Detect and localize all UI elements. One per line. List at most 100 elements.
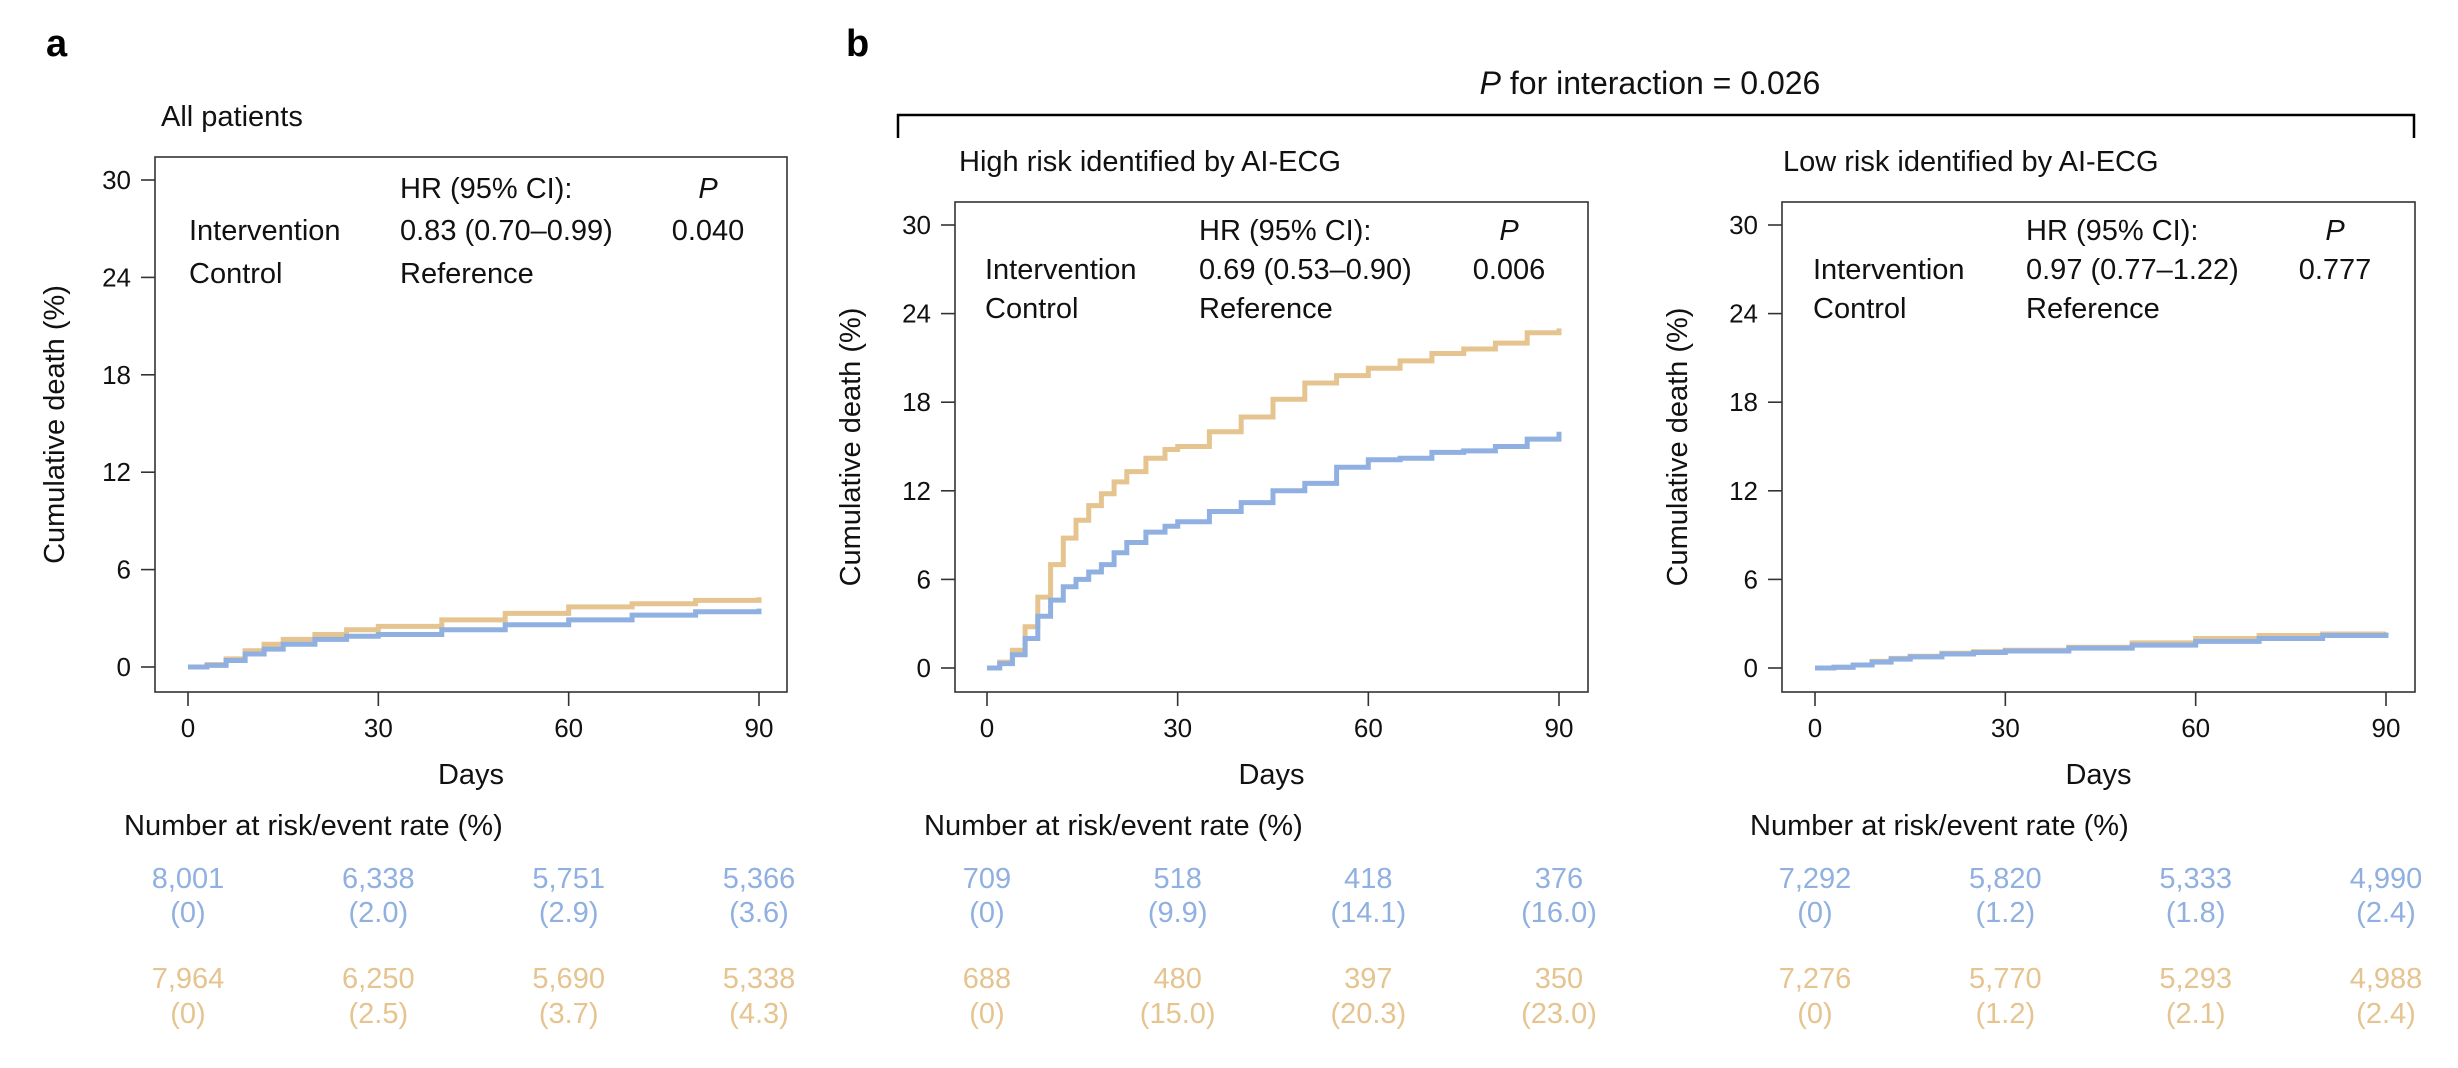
risk-n-control: 350 [1535, 963, 1583, 995]
legend-hr-value: Reference [2026, 293, 2160, 325]
legend-p-value: 0.777 [2299, 254, 2372, 286]
plot-frame [954, 201, 1589, 693]
risk-n-intervention: 7,292 [1779, 863, 1852, 895]
legend-hr-value: 0.83 (0.70–0.99) [400, 215, 613, 247]
x-tick-label: 90 [745, 713, 774, 743]
legend-hr-header: HR (95% CI): [400, 173, 572, 205]
risk-rate-intervention: (16.0) [1521, 897, 1597, 929]
risk-rate-control: (2.5) [349, 998, 409, 1030]
risk-n-intervention: 518 [1153, 863, 1201, 895]
x-tick-label: 60 [1354, 713, 1383, 743]
risk-n-intervention: 5,751 [532, 863, 605, 895]
risk-n-intervention: 6,338 [342, 863, 415, 895]
legend-p-value: 0.006 [1473, 254, 1546, 286]
risk-rate-intervention: (0) [170, 897, 205, 929]
risk-n-intervention: 5,366 [723, 863, 796, 895]
risk-table-header: Number at risk/event rate (%) [124, 810, 503, 842]
risk-rate-intervention: (1.2) [1976, 897, 2036, 929]
legend-hr-header: HR (95% CI): [1199, 215, 1371, 247]
risk-n-intervention: 5,333 [2159, 863, 2232, 895]
panel-all: All patients 0 6 12 18 24 30 0 30 60 90 Days Cumulat… [39, 101, 795, 1030]
risk-n-control: 5,293 [2159, 963, 2232, 995]
risk-rate-control: (15.0) [1140, 998, 1216, 1030]
legend-series-name: Control [1813, 293, 1907, 325]
legend-p-header: P [1499, 215, 1519, 247]
km-curve-intervention [987, 431, 1562, 671]
risk-rate-intervention: (1.8) [2166, 897, 2226, 929]
risk-n-control: 688 [963, 963, 1011, 995]
x-tick-label: 0 [1808, 713, 1822, 743]
risk-rate-intervention: (3.6) [729, 897, 789, 929]
risk-n-control: 5,338 [723, 963, 796, 995]
legend-p-header: P [2325, 215, 2345, 247]
panel-high: High risk identified by AI-ECG 0 6 12 18 24 30… [835, 146, 1597, 1030]
x-tick-label: 30 [1163, 713, 1192, 743]
risk-n-intervention: 4,990 [2350, 863, 2423, 895]
risk-rate-intervention: (2.4) [2356, 897, 2416, 929]
risk-rate-intervention: (2.0) [349, 897, 409, 929]
legend-series-name: Control [985, 293, 1079, 325]
interaction-bracket [896, 113, 2416, 138]
risk-n-intervention: 5,820 [1969, 863, 2042, 895]
legend-p-header: P [698, 173, 718, 205]
y-tick-label: 6 [917, 564, 931, 594]
y-tick-label: 30 [1729, 210, 1758, 240]
y-tick-label: 0 [117, 652, 131, 682]
legend-series-name: Intervention [1813, 254, 1965, 286]
risk-n-intervention: 376 [1535, 863, 1583, 895]
legend-series-name: Control [189, 258, 283, 290]
legend-hr-value: Reference [1199, 293, 1333, 325]
interaction-p-symbol: P [1480, 65, 1502, 101]
legend-hr-value: 0.69 (0.53–0.90) [1199, 254, 1412, 286]
risk-n-control: 4,988 [2350, 963, 2423, 995]
y-tick-label: 18 [1729, 387, 1758, 417]
y-tick-label: 24 [102, 262, 131, 292]
risk-rate-control: (0) [1797, 998, 1832, 1030]
risk-rate-intervention: (14.1) [1330, 897, 1406, 929]
risk-rate-control: (0) [969, 998, 1004, 1030]
legend-hr-value: 0.97 (0.77–1.22) [2026, 254, 2239, 286]
risk-n-control: 5,770 [1969, 963, 2042, 995]
x-axis-label: Days [2065, 759, 2131, 791]
risk-n-intervention: 8,001 [152, 863, 225, 895]
x-tick-label: 0 [181, 713, 195, 743]
risk-rate-control: (3.7) [539, 998, 599, 1030]
risk-rate-control: (0) [170, 998, 205, 1030]
risk-rate-intervention: (0) [1797, 897, 1832, 929]
interaction-text: for interaction = 0.026 [1501, 65, 1820, 101]
y-tick-label: 30 [902, 210, 931, 240]
risk-rate-control: (23.0) [1521, 998, 1597, 1030]
y-axis-label: Cumulative death (%) [835, 308, 867, 587]
y-tick-label: 0 [917, 653, 931, 683]
risk-n-intervention: 709 [963, 863, 1011, 895]
legend-hr-header: HR (95% CI): [2026, 215, 2198, 247]
x-tick-label: 30 [1991, 713, 2020, 743]
x-tick-label: 90 [1545, 713, 1574, 743]
x-axis-label: Days [438, 759, 504, 791]
y-tick-label: 18 [102, 360, 131, 390]
risk-n-control: 480 [1153, 963, 1201, 995]
x-tick-label: 0 [980, 713, 994, 743]
y-axis-label: Cumulative death (%) [1662, 308, 1694, 587]
km-curve-control [987, 328, 1562, 671]
risk-rate-control: (2.4) [2356, 998, 2416, 1030]
panel-letter-b: b [846, 23, 869, 65]
x-tick-label: 30 [364, 713, 393, 743]
interaction-label: P for interaction = 0.026 [1480, 65, 1821, 101]
x-tick-label: 60 [554, 713, 583, 743]
y-tick-label: 24 [902, 299, 931, 329]
x-axis-label: Days [1238, 759, 1304, 791]
y-tick-label: 12 [102, 457, 131, 487]
risk-n-control: 7,276 [1779, 963, 1852, 995]
legend-series-name: Intervention [985, 254, 1137, 286]
legend-p-value: 0.040 [672, 215, 745, 247]
legend-series-name: Intervention [189, 215, 341, 247]
risk-table-header: Number at risk/event rate (%) [1750, 810, 2129, 842]
panel-low: Low risk identified by AI-ECG 0 6 12 18 24 30 0… [1662, 146, 2422, 1030]
risk-n-control: 397 [1344, 963, 1392, 995]
y-axis-label: Cumulative death (%) [39, 285, 71, 564]
y-tick-label: 30 [102, 165, 131, 195]
risk-rate-control: (2.1) [2166, 998, 2226, 1030]
y-tick-label: 12 [1729, 476, 1758, 506]
